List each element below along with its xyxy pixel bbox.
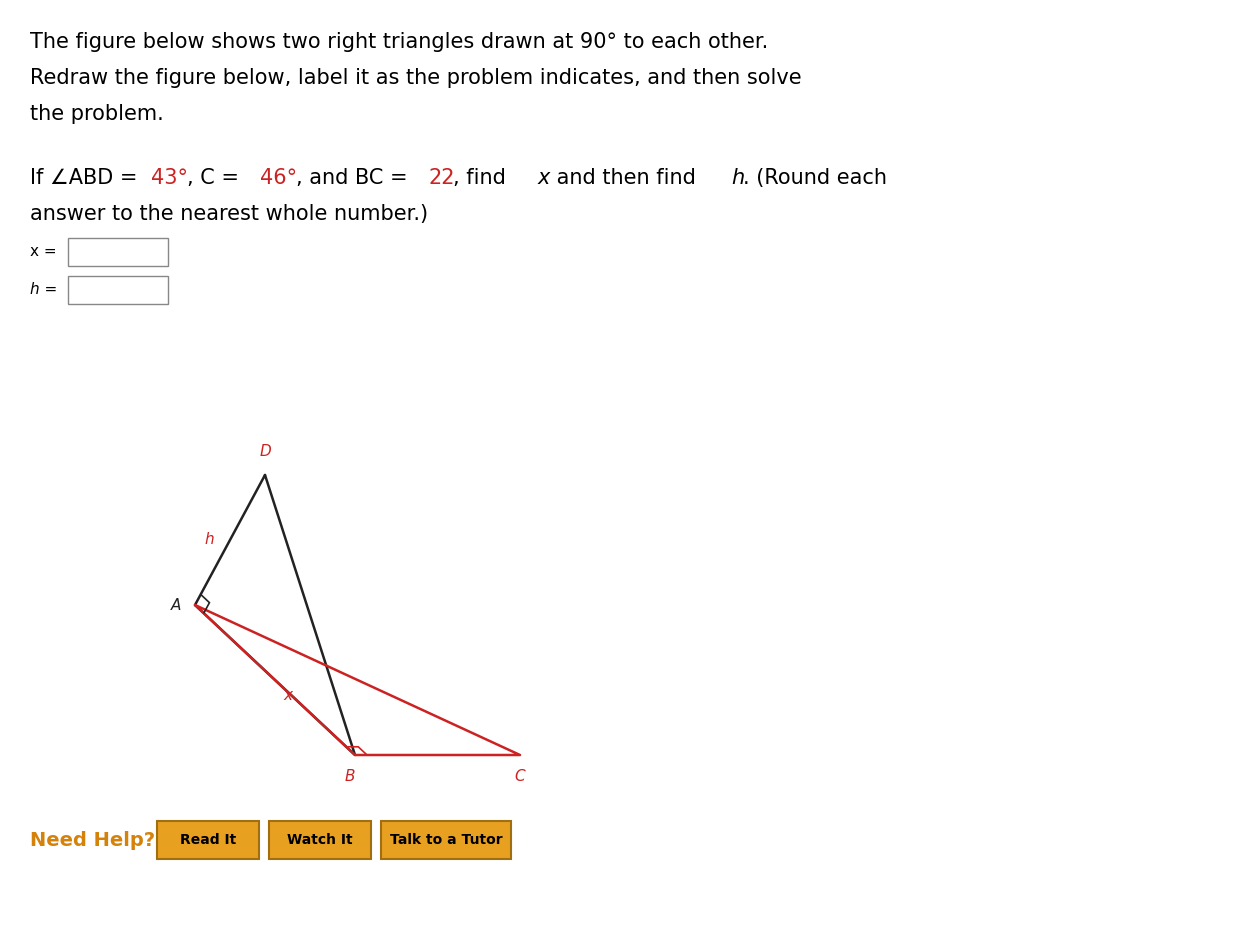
Text: Talk to a Tutor: Talk to a Tutor — [390, 833, 503, 847]
Text: 43°: 43° — [151, 168, 187, 188]
Text: h: h — [205, 533, 213, 548]
Bar — [68, 276, 168, 304]
Text: If ∠ABD =: If ∠ABD = — [30, 168, 144, 188]
Text: Read It: Read It — [180, 833, 236, 847]
FancyBboxPatch shape — [158, 821, 259, 859]
Text: D: D — [259, 444, 271, 459]
Text: The figure below shows two right triangles drawn at 90° to each other.: The figure below shows two right triangl… — [30, 32, 768, 52]
Text: answer to the nearest whole number.): answer to the nearest whole number.) — [30, 204, 428, 224]
Text: , C =: , C = — [187, 168, 246, 188]
FancyBboxPatch shape — [269, 821, 371, 859]
Bar — [68, 238, 168, 266]
Text: the problem.: the problem. — [30, 104, 164, 124]
Text: B: B — [345, 769, 355, 784]
Text: Redraw the figure below, label it as the problem indicates, and then solve: Redraw the figure below, label it as the… — [30, 68, 802, 88]
Text: x =: x = — [30, 244, 57, 260]
Text: , and BC =: , and BC = — [295, 168, 414, 188]
Text: x: x — [537, 168, 550, 188]
Text: x: x — [283, 688, 292, 703]
Text: and then find: and then find — [550, 168, 702, 188]
Text: h: h — [731, 168, 745, 188]
Text: Watch It: Watch It — [287, 833, 352, 847]
Text: . (Round each: . (Round each — [743, 168, 887, 188]
Text: 22: 22 — [428, 168, 455, 188]
Text: Need Help?: Need Help? — [30, 831, 155, 849]
Text: , find: , find — [453, 168, 513, 188]
Text: 46°: 46° — [259, 168, 297, 188]
Text: h =: h = — [30, 282, 57, 298]
Text: C: C — [515, 769, 525, 784]
FancyBboxPatch shape — [381, 821, 511, 859]
Text: A: A — [170, 598, 181, 612]
